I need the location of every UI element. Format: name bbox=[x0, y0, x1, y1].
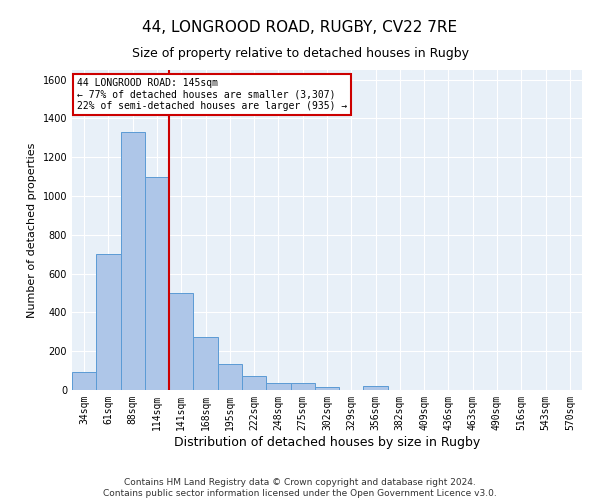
Bar bbox=[266, 383, 290, 390]
Bar bbox=[242, 376, 266, 390]
Text: 44, LONGROOD ROAD, RUGBY, CV22 7RE: 44, LONGROOD ROAD, RUGBY, CV22 7RE bbox=[142, 20, 458, 35]
Bar bbox=[290, 383, 315, 390]
Text: 44 LONGROOD ROAD: 145sqm
← 77% of detached houses are smaller (3,307)
22% of sem: 44 LONGROOD ROAD: 145sqm ← 77% of detach… bbox=[77, 78, 347, 111]
Text: Size of property relative to detached houses in Rugby: Size of property relative to detached ho… bbox=[131, 48, 469, 60]
X-axis label: Distribution of detached houses by size in Rugby: Distribution of detached houses by size … bbox=[174, 436, 480, 448]
Bar bbox=[218, 364, 242, 390]
Bar bbox=[193, 336, 218, 390]
Bar bbox=[72, 372, 96, 390]
Bar bbox=[145, 176, 169, 390]
Bar bbox=[364, 386, 388, 390]
Bar bbox=[121, 132, 145, 390]
Bar bbox=[169, 293, 193, 390]
Text: Contains HM Land Registry data © Crown copyright and database right 2024.
Contai: Contains HM Land Registry data © Crown c… bbox=[103, 478, 497, 498]
Bar bbox=[96, 254, 121, 390]
Y-axis label: Number of detached properties: Number of detached properties bbox=[27, 142, 37, 318]
Bar bbox=[315, 387, 339, 390]
